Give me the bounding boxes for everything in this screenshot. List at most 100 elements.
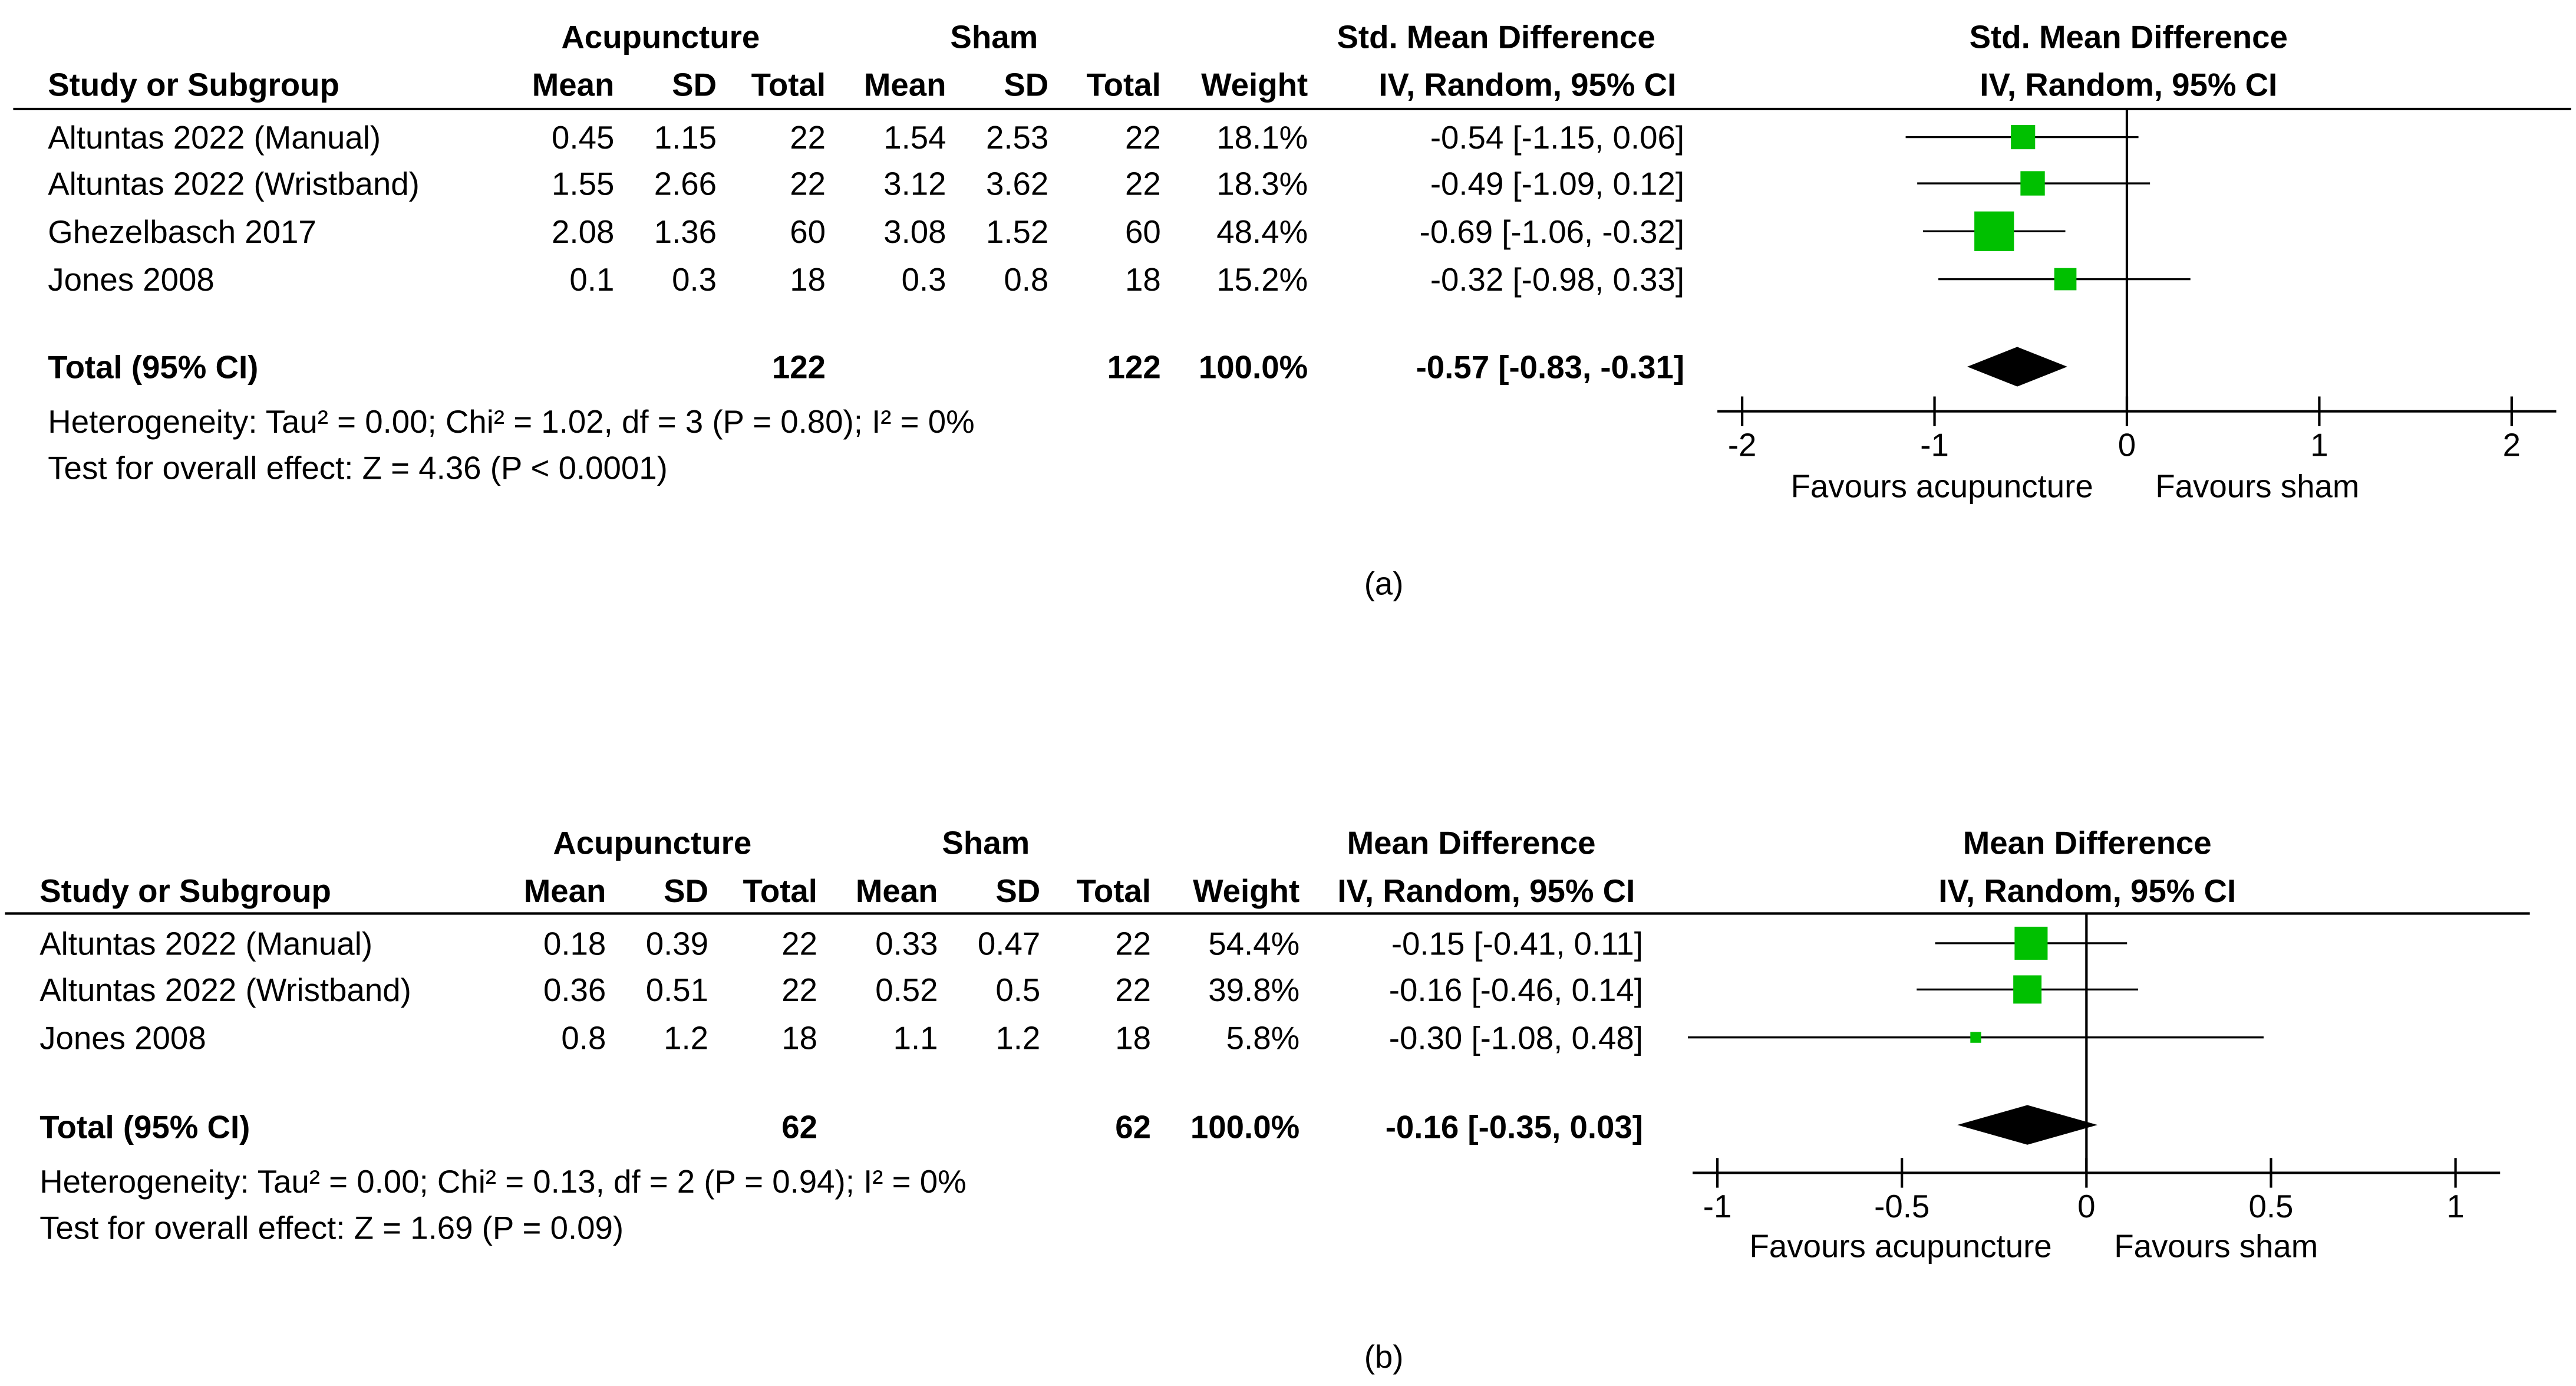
total1-cell-a: 22 xyxy=(790,166,826,202)
x-tick-label-a: -1 xyxy=(1920,427,1949,463)
effect-marker-b xyxy=(1970,1032,1981,1043)
sd1-col-header-b: SD xyxy=(664,873,708,909)
ci-cell-a: -0.54 [-1.15, 0.06] xyxy=(1430,120,1684,156)
mean1-cell-b: 0.18 xyxy=(543,926,606,962)
ci-cell-a: -0.69 [-1.06, -0.32] xyxy=(1420,214,1684,250)
study-name-a: Altuntas 2022 (Manual) xyxy=(48,120,381,156)
overall-effect-a: Test for overall effect: Z = 4.36 (P < 0… xyxy=(48,450,668,486)
pooled-diamond-b xyxy=(1957,1105,2098,1145)
sd2-cell-b: 1.2 xyxy=(995,1020,1040,1056)
effect-title-b: Mean Difference xyxy=(1347,825,1596,861)
weight-cell-b: 39.8% xyxy=(1208,972,1299,1008)
group1-header-a: Acupuncture xyxy=(561,19,760,55)
weight-cell-a: 48.4% xyxy=(1216,214,1308,250)
mean2-cell-b: 0.33 xyxy=(875,926,938,962)
total2-col-header-a: Total xyxy=(1086,67,1160,103)
total2-cell-a: 22 xyxy=(1125,120,1161,156)
total1-cell-b: 18 xyxy=(781,1020,817,1056)
effect-title-a: Std. Mean Difference xyxy=(1337,19,1655,55)
total-label-b: Total (95% CI) xyxy=(39,1110,250,1145)
plot-subtitle-a: IV, Random, 95% CI xyxy=(1980,67,2277,103)
effect-marker-b xyxy=(2014,926,2048,960)
total2-cell-a: 22 xyxy=(1125,166,1161,202)
weight-col-header-b: Weight xyxy=(1193,873,1299,909)
ci-cell-b: -0.30 [-1.08, 0.48] xyxy=(1389,1020,1643,1056)
total-weight-a: 100.0% xyxy=(1199,350,1308,386)
panel-a-rows-and-plot: Altuntas 2022 (Manual) 0.45 1.15 22 1.54 2.53… xyxy=(48,108,2557,463)
total1-col-header-b: Total xyxy=(743,873,817,909)
study-col-header-a: Study or Subgroup xyxy=(48,67,339,103)
mean2-cell-a: 1.54 xyxy=(883,120,946,156)
plot-title-a: Std. Mean Difference xyxy=(1970,19,2288,55)
sd1-cell-a: 2.66 xyxy=(654,166,717,202)
plot-subtitle-b: IV, Random, 95% CI xyxy=(1938,873,2236,909)
sd1-cell-a: 0.3 xyxy=(672,262,717,298)
panel-b-rows-and-plot: Altuntas 2022 (Manual) 0.18 0.39 22 0.33 0.47… xyxy=(39,913,2501,1224)
sd2-cell-b: 0.47 xyxy=(978,926,1040,962)
total-n1-a: 122 xyxy=(772,350,826,386)
study-name-b: Altuntas 2022 (Wristband) xyxy=(39,972,411,1008)
ci-cell-b: -0.16 [-0.46, 0.14] xyxy=(1389,972,1643,1008)
total-label-a: Total (95% CI) xyxy=(48,350,258,386)
total2-col-header-b: Total xyxy=(1077,873,1151,909)
sd1-col-header-a: SD xyxy=(672,67,717,103)
study-name-b: Altuntas 2022 (Manual) xyxy=(39,926,372,962)
total2-cell-a: 18 xyxy=(1125,262,1161,298)
sd2-cell-a: 0.8 xyxy=(1004,262,1048,298)
ci-cell-a: -0.32 [-0.98, 0.33] xyxy=(1430,262,1684,298)
ci-cell-b: -0.15 [-0.41, 0.11] xyxy=(1391,926,1643,962)
effect-marker-a xyxy=(2054,268,2077,291)
ci-cell-a: -0.49 [-1.09, 0.12] xyxy=(1430,166,1684,202)
favours-right-a: Favours sham xyxy=(2155,468,2359,504)
x-tick-label-a: 1 xyxy=(2310,427,2328,463)
sd1-cell-b: 0.39 xyxy=(646,926,708,962)
ci-col-header-b: IV, Random, 95% CI xyxy=(1337,873,1635,909)
total1-cell-a: 60 xyxy=(790,214,826,250)
mean2-cell-b: 0.52 xyxy=(875,972,938,1008)
effect-marker-a xyxy=(2020,171,2045,196)
effect-marker-a xyxy=(1974,211,2014,251)
x-tick-label-b: 0 xyxy=(2077,1189,2095,1224)
x-tick-label-a: 0 xyxy=(2118,427,2136,463)
total-ci-b: -0.16 [-0.35, 0.03] xyxy=(1386,1110,1643,1145)
study-name-a: Altuntas 2022 (Wristband) xyxy=(48,166,420,202)
ci-col-header-a: IV, Random, 95% CI xyxy=(1378,67,1676,103)
overall-effect-b: Test for overall effect: Z = 1.69 (P = 0… xyxy=(39,1210,624,1246)
effect-marker-b xyxy=(2013,975,2042,1004)
sd1-cell-a: 1.15 xyxy=(654,120,717,156)
effect-marker-a xyxy=(2011,125,2036,150)
mean2-col-header-b: Mean xyxy=(856,873,938,909)
plot-title-b: Mean Difference xyxy=(1963,825,2212,861)
mean2-cell-a: 3.08 xyxy=(883,214,946,250)
mean1-col-header-a: Mean xyxy=(532,67,615,103)
heterogeneity-b: Heterogeneity: Tau² = 0.00; Chi² = 0.13,… xyxy=(39,1164,966,1200)
heterogeneity-a: Heterogeneity: Tau² = 0.00; Chi² = 1.02,… xyxy=(48,404,974,440)
x-tick-label-b: -0.5 xyxy=(1874,1189,1929,1224)
total2-cell-b: 18 xyxy=(1115,1020,1151,1056)
total1-cell-b: 22 xyxy=(781,926,817,962)
total2-cell-b: 22 xyxy=(1115,972,1151,1008)
mean1-cell-b: 0.36 xyxy=(543,972,606,1008)
favours-left-a: Favours acupuncture xyxy=(1791,468,2093,504)
group1-header-b: Acupuncture xyxy=(553,825,751,861)
sd1-cell-a: 1.36 xyxy=(654,214,717,250)
total1-cell-a: 22 xyxy=(790,120,826,156)
weight-cell-b: 5.8% xyxy=(1226,1020,1300,1056)
group2-header-b: Sham xyxy=(942,825,1030,861)
x-tick-label-a: 2 xyxy=(2503,427,2521,463)
mean1-cell-a: 0.45 xyxy=(552,120,614,156)
mean1-cell-a: 0.1 xyxy=(569,262,614,298)
x-tick-label-b: -1 xyxy=(1703,1189,1732,1224)
panel-a: Acupuncture Sham Std. Mean Difference St… xyxy=(13,19,2571,602)
x-tick-label-b: 0.5 xyxy=(2248,1189,2293,1224)
weight-col-header-a: Weight xyxy=(1201,67,1308,103)
panel-b: Acupuncture Sham Mean Difference Mean Di… xyxy=(5,825,2530,1375)
total-n2-a: 122 xyxy=(1107,350,1161,386)
sd1-cell-b: 1.2 xyxy=(664,1020,708,1056)
sd2-col-header-a: SD xyxy=(1004,67,1048,103)
favours-left-b: Favours acupuncture xyxy=(1750,1228,2052,1264)
mean2-cell-b: 1.1 xyxy=(893,1020,938,1056)
total-n1-b: 62 xyxy=(781,1110,817,1145)
study-name-a: Jones 2008 xyxy=(48,262,214,298)
